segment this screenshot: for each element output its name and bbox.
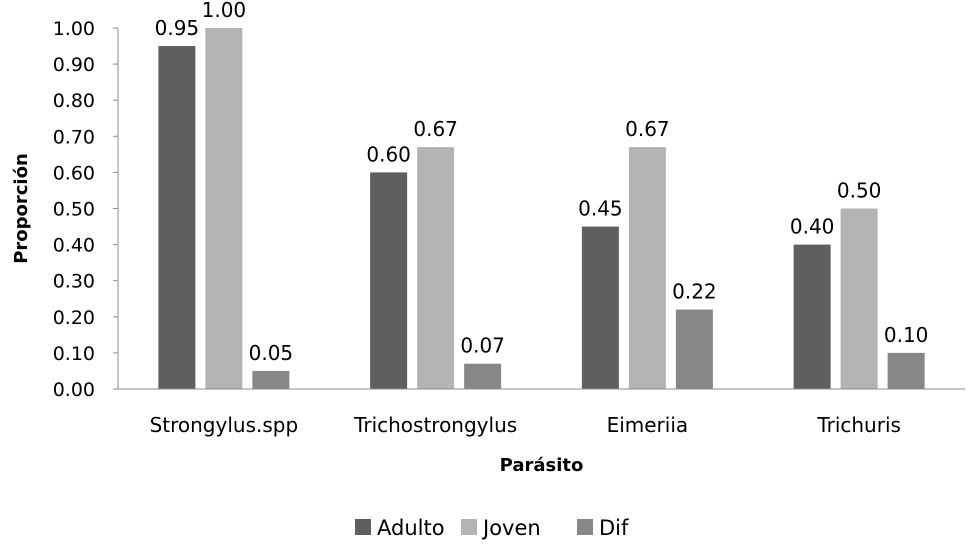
data-label-joven: 0.67 bbox=[413, 117, 458, 141]
x-category-label: Trichuris bbox=[816, 413, 901, 437]
legend-label-joven: Joven bbox=[481, 516, 541, 540]
bar-adulto-1 bbox=[370, 172, 408, 389]
y-tick-label: 0.30 bbox=[53, 271, 95, 293]
y-tick-label: 0.70 bbox=[53, 126, 95, 148]
legend-swatch-adulto bbox=[355, 519, 371, 535]
y-tick-label: 0.10 bbox=[53, 343, 95, 365]
y-tick-label: 0.20 bbox=[53, 307, 95, 329]
legend-label-dif: Dif bbox=[599, 516, 629, 540]
data-label-dif: 0.22 bbox=[672, 280, 717, 304]
bar-joven-3 bbox=[840, 208, 878, 389]
y-axis-ticks: 0.00 0.10 0.20 0.30 0.40 0.50 0.60 0.70 0.80 0.90… bbox=[53, 18, 118, 401]
bar-joven-0 bbox=[205, 28, 243, 389]
y-tick-label: 0.60 bbox=[53, 162, 95, 184]
data-label-joven: 1.00 bbox=[202, 0, 247, 22]
bar-dif-1 bbox=[464, 363, 502, 389]
data-label-adulto: 0.40 bbox=[790, 215, 835, 239]
x-category-label: Eimeriia bbox=[607, 413, 689, 437]
data-labels: 0.951.000.050.600.670.070.450.670.220.40… bbox=[155, 0, 929, 365]
data-label-joven: 0.50 bbox=[837, 179, 882, 203]
bar-dif-3 bbox=[887, 352, 925, 389]
y-tick-label: 0.00 bbox=[53, 379, 95, 401]
bar-dif-0 bbox=[252, 370, 290, 389]
legend-swatch-joven bbox=[461, 519, 477, 535]
data-label-adulto: 0.95 bbox=[155, 16, 200, 40]
data-label-joven: 0.67 bbox=[625, 117, 670, 141]
legend-label-adulto: Adulto bbox=[377, 516, 445, 540]
bar-adulto-0 bbox=[158, 46, 196, 390]
y-tick-label: 0.90 bbox=[53, 54, 95, 76]
y-axis-title: Proporción bbox=[11, 153, 32, 264]
bar-joven-1 bbox=[417, 147, 455, 389]
x-category-label: Trichostrongylus bbox=[353, 413, 517, 437]
data-label-adulto: 0.60 bbox=[366, 142, 411, 166]
y-tick-label: 1.00 bbox=[53, 18, 95, 40]
legend-swatch-dif bbox=[577, 519, 593, 535]
data-label-dif: 0.07 bbox=[460, 334, 505, 358]
bar-adulto-3 bbox=[793, 244, 831, 389]
data-label-adulto: 0.45 bbox=[578, 197, 623, 221]
data-label-dif: 0.10 bbox=[884, 323, 929, 347]
legend: Adulto Joven Dif bbox=[355, 516, 629, 540]
x-axis-category-labels: Strongylus.spp Trichostrongylus Eimeriia Tr… bbox=[150, 413, 901, 437]
y-tick-label: 0.40 bbox=[53, 235, 95, 257]
y-tick-label: 0.80 bbox=[53, 90, 95, 112]
x-category-label: Strongylus.spp bbox=[150, 413, 299, 437]
x-axis-title: Parásito bbox=[500, 455, 584, 476]
bar-dif-2 bbox=[675, 309, 713, 389]
bar-joven-2 bbox=[628, 147, 666, 389]
bar-adulto-2 bbox=[581, 226, 619, 389]
y-tick-label: 0.50 bbox=[53, 199, 95, 221]
data-label-dif: 0.05 bbox=[249, 341, 294, 365]
bars bbox=[158, 28, 925, 390]
